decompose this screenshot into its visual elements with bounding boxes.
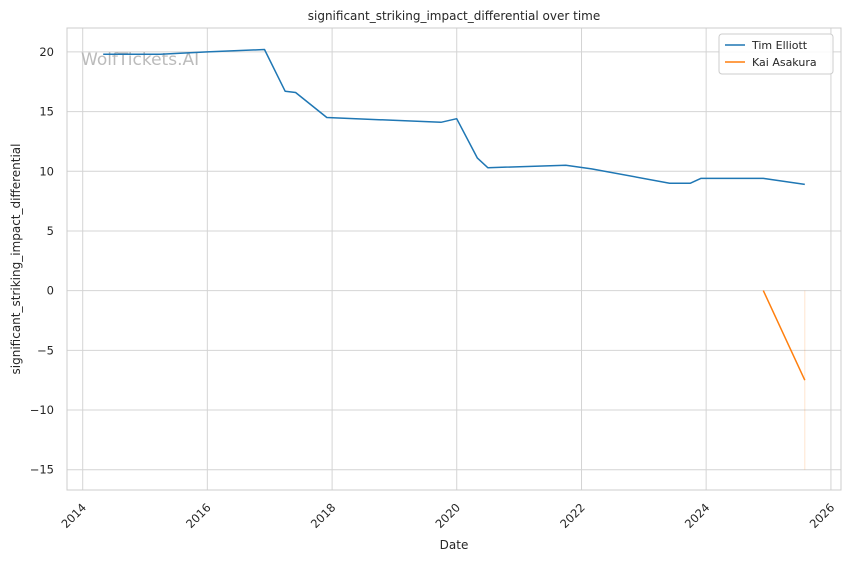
- plot-frame: [66, 27, 842, 491]
- x-axis-ticks: 2014 2016 2018 2020 2022 2024 2026: [58, 500, 837, 531]
- series-layer: [103, 48, 806, 470]
- y-tick-label: 10: [39, 164, 54, 178]
- y-tick-label: −15: [30, 463, 54, 477]
- grid: [67, 28, 841, 490]
- x-tick-label: 2016: [183, 500, 214, 531]
- y-tick-label: −10: [30, 403, 54, 417]
- chart-title: significant_striking_impact_differential…: [308, 9, 600, 23]
- legend-box: [718, 33, 834, 75]
- legend: Tim Elliott Kai Asakura: [718, 33, 834, 75]
- x-tick-label: 2022: [557, 500, 588, 531]
- x-tick-label: 2026: [807, 500, 838, 531]
- series-line-kai-asakura: [762, 290, 806, 381]
- y-tick-label: −5: [37, 343, 54, 357]
- x-tick-label: 2020: [432, 500, 463, 531]
- x-tick-label: 2024: [682, 500, 713, 531]
- y-tick-label: 15: [39, 105, 54, 119]
- x-axis-title: Date: [440, 538, 469, 552]
- legend-label: Kai Asakura: [752, 56, 817, 69]
- legend-label: Tim Elliott: [751, 39, 808, 52]
- y-tick-label: 0: [47, 284, 54, 298]
- y-tick-label: 5: [47, 224, 54, 238]
- x-tick-label: 2018: [308, 500, 339, 531]
- x-tick-label: 2014: [58, 500, 89, 531]
- series-line-tim-elliott: [103, 48, 805, 186]
- y-axis-ticks: 20 15 10 5 0 −5 −10 −15: [30, 45, 54, 477]
- y-tick-label: 20: [39, 45, 54, 59]
- y-axis-title: significant_striking_impact_differential: [9, 144, 23, 375]
